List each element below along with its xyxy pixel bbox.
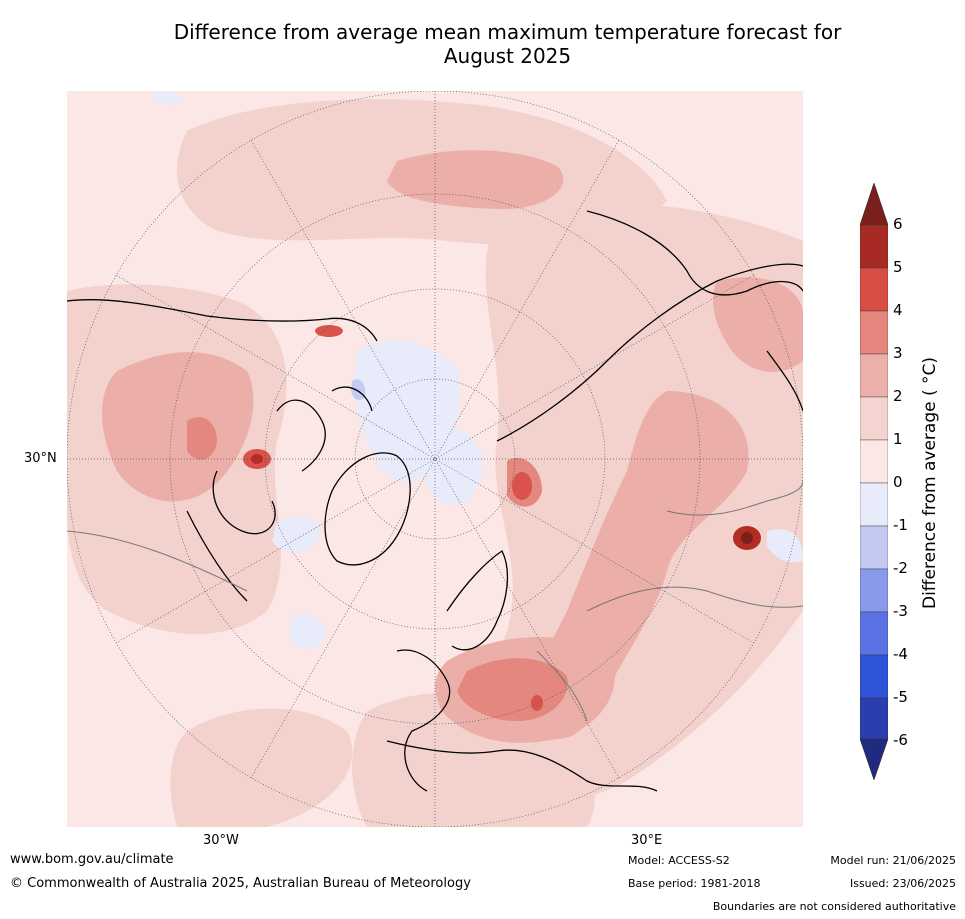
colorbar-tick-minus4: -4: [893, 645, 908, 663]
colorbar-band-1-2: [860, 396, 888, 441]
copyright-notice: © Commonwealth of Australia 2025, Austra…: [10, 876, 471, 891]
cool-zone-east-asia: [767, 529, 803, 563]
map-title: Difference from average mean maximum tem…: [60, 20, 955, 68]
anomaly-zone-bering: [387, 150, 564, 210]
colorbar-tick-minus6: -6: [893, 731, 908, 749]
website-link[interactable]: www.bom.gov.au/climate: [10, 852, 174, 867]
colorbar-tick-minus1: -1: [893, 516, 908, 534]
hotspot-kara-sea: [512, 472, 532, 500]
coast-greenland: [324, 452, 411, 566]
base-period: Base period: 1981-2018: [628, 877, 761, 890]
coastlines: [67, 210, 803, 792]
anomaly-zone-canada: [102, 352, 254, 502]
colorbar-title: Difference from average ( °C): [920, 356, 940, 610]
boundary-disclaimer: Boundaries are not considered authoritat…: [712, 900, 956, 913]
colorbar-tick-4: 4: [893, 301, 903, 319]
colorbar-bottom-arrow: [860, 738, 888, 780]
cool-zone-arctic-east: [421, 421, 483, 505]
lon-label-30e: 30°E: [631, 833, 663, 848]
anomaly-map-svg: [67, 91, 803, 827]
colorbar-band-minus4-minus3: [860, 611, 888, 656]
lat-label-30n: 30°N: [24, 451, 57, 466]
lon-label-30w: 30°W: [203, 833, 239, 848]
coast-europe-north: [396, 649, 451, 792]
colorbar-tick-0: 0: [893, 473, 903, 491]
coast-hudson-bay: [212, 470, 276, 535]
border-canada-usa: [67, 530, 248, 592]
colorbar-band-5-6: [860, 224, 888, 269]
coast-siberia-east: [586, 210, 803, 296]
colorbar-tick-minus2: -2: [893, 559, 908, 577]
coast-canadian-archipelago: [276, 386, 373, 472]
country-borders: [67, 480, 803, 722]
colorbar-band-minus6-minus5: [860, 697, 888, 740]
map-title-line1: Difference from average mean maximum tem…: [173, 20, 842, 44]
colorbar-tick-minus5: -5: [893, 688, 908, 706]
model-name: Model: ACCESS-S2: [628, 854, 730, 867]
border-europe-east: [536, 650, 588, 722]
graticule: [67, 91, 803, 827]
colorbar-band-4-5: [860, 267, 888, 312]
colorbar-top-arrow: [860, 183, 888, 226]
coast-russia-arctic: [496, 263, 803, 442]
colorbar-tick-2: 2: [893, 387, 903, 405]
colorbar-band-minus5-minus4: [860, 654, 888, 699]
coast-scandinavia: [446, 550, 509, 651]
cool-zone-beaufort: [351, 379, 366, 401]
colorbar-tick-6: 6: [893, 215, 903, 233]
coast-kamchatka: [766, 350, 803, 412]
hotspot-alps: [531, 695, 543, 711]
coast-labrador-east-canada: [186, 510, 248, 602]
cool-zone-north-atlantic: [289, 613, 326, 649]
colorbar-band-2-3: [860, 353, 888, 398]
colorbar-band-minus1-0: [860, 482, 888, 527]
hotspot-aleutian: [315, 325, 343, 337]
colorbar-band-3-4: [860, 310, 888, 355]
colorbar-tick-5: 5: [893, 258, 903, 276]
colorbar-band-minus2-minus1: [860, 525, 888, 570]
colorbar-tick-1: 1: [893, 430, 903, 448]
issued-date: Issued: 23/06/2025: [849, 877, 956, 890]
colorbar-band-minus3-minus2: [860, 568, 888, 613]
border-russia-china: [666, 480, 803, 516]
colorbar-tick-3: 3: [893, 344, 903, 362]
colorbar-tick-minus3: -3: [893, 602, 908, 620]
cool-zone-alaska: [152, 91, 183, 105]
anomaly-zone-far-east: [712, 277, 803, 372]
anomaly-zone-atlantic: [170, 708, 353, 827]
border-russia-kazakhstan: [586, 586, 803, 612]
colorbar: [860, 183, 888, 780]
forecast-map: [67, 91, 803, 827]
model-run-date: Model run: 21/06/2025: [830, 854, 956, 867]
colorbar-band-0-1: [860, 439, 888, 484]
map-title-line2: August 2025: [443, 44, 572, 68]
coast-alaska-canada: [67, 299, 378, 342]
cool-zone-labrador: [272, 517, 320, 553]
hotspot-mongolia-core: [741, 532, 753, 544]
anomaly-zone-hudson: [187, 417, 217, 460]
coast-mediterranean: [386, 740, 658, 792]
